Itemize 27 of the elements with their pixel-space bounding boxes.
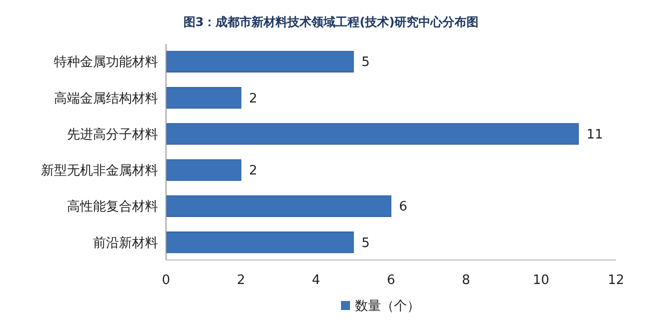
y-tick-label: 高端金属结构材料 [54,90,158,106]
bar [166,159,242,181]
data-label: 2 [249,91,258,106]
x-tick-label: 8 [462,273,470,288]
x-tick-label: 2 [236,273,246,288]
bar [166,123,579,145]
bar [166,50,354,72]
y-tick-label: 特种金属功能材料 [54,55,158,70]
legend-label: 数量（个） [355,299,420,314]
y-tick-label: 高性能复合材料 [67,198,158,215]
x-tick-label: 12 [608,273,624,288]
x-tick-label: 10 [532,273,550,288]
chart-title: 图3：成都市新材料技术领域工程(技术)研究中心分布图 [183,15,479,29]
data-label: 6 [399,200,408,215]
y-tick-label: 前沿新材料 [93,236,158,251]
x-tick-label: 4 [312,273,320,288]
x-tick-label: 0 [162,273,170,288]
data-label: 11 [586,127,604,142]
x-tick-label: 6 [386,273,396,288]
bar [166,232,354,254]
data-label: 5 [362,55,370,70]
y-tick-label: 新型无机非金属材料 [41,164,158,179]
bar [166,195,392,217]
data-label: 2 [249,164,258,179]
bar [166,87,242,109]
data-label: 5 [362,236,370,251]
y-tick-label: 先进高分子材料 [67,126,158,142]
